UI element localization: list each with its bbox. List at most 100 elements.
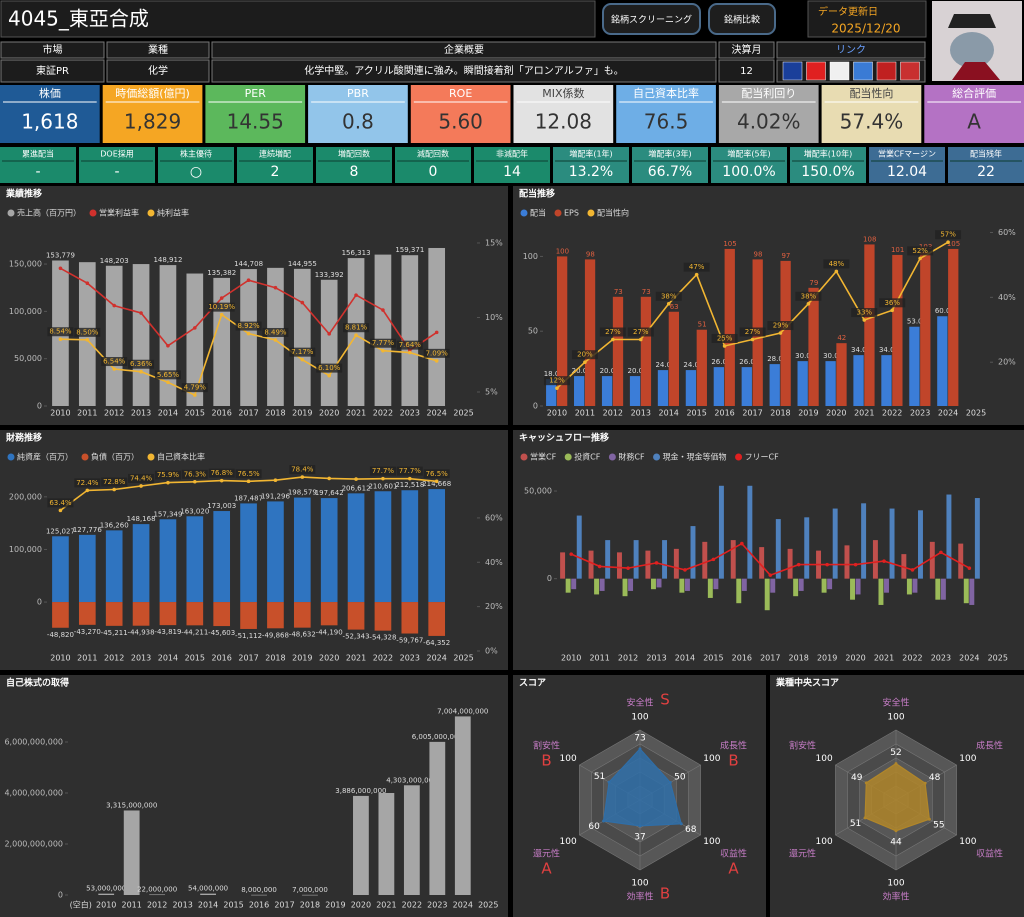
data-label: -48,820 [47, 631, 74, 639]
link-icon[interactable] [853, 61, 873, 81]
y-tick-label: 50,000 [524, 487, 552, 496]
data-label: 191,296 [261, 492, 290, 500]
line-point [166, 380, 170, 385]
line-point [85, 281, 90, 286]
data-label: 33% [857, 309, 873, 317]
bar [969, 578, 975, 605]
info-value-cell [106, 59, 210, 83]
bar [872, 540, 878, 579]
data-label: 5.65% [157, 371, 180, 379]
data-label: 74.4% [130, 474, 153, 482]
nav-button-label[interactable]: 銘柄スクリーニング [611, 14, 692, 26]
data-label: 198,579 [288, 489, 317, 497]
data-label-bg [208, 468, 235, 478]
line-point [939, 550, 943, 555]
y-tick-label: 4,000,000,000 [4, 789, 63, 798]
line-point [740, 541, 744, 546]
radar-axis-label: 安全性 [626, 697, 653, 709]
nav-button[interactable] [708, 3, 776, 35]
data-label: -43,270 [74, 628, 101, 636]
x-tick-label: 2020 [845, 654, 865, 663]
bar [571, 578, 577, 590]
line-point [139, 311, 143, 315]
radar-max-label: 100 [703, 837, 720, 847]
x-tick-label: 2012 [603, 409, 623, 418]
metric-tile [205, 85, 306, 143]
x-tick-label: 2024 [427, 409, 447, 418]
data-label: 7,000,000 [292, 886, 328, 894]
x-tick-label: 2017 [742, 409, 762, 418]
radar-max-label: 100 [560, 754, 577, 764]
bar [428, 602, 446, 636]
line-point [300, 475, 305, 479]
x-tick-label: 2013 [631, 409, 651, 418]
line-point [354, 477, 358, 481]
radar-value: 68 [685, 825, 697, 835]
bar [775, 519, 781, 579]
radar-value: 51 [850, 819, 861, 829]
line-point [327, 476, 331, 481]
x-tick-label: 2012 [104, 654, 124, 663]
legend-swatch [587, 209, 595, 217]
nav-button[interactable] [602, 3, 701, 35]
data-label: 108 [863, 235, 876, 243]
link-icon[interactable] [876, 61, 897, 81]
data-label-bg [47, 327, 74, 337]
bar [901, 554, 907, 579]
x-tick-label: 2025 [478, 901, 498, 910]
x-tick-label: 2019 [292, 654, 312, 663]
data-label: 28.0 [767, 355, 783, 363]
bar [793, 578, 799, 597]
line-point [825, 562, 829, 567]
x-tick-label: 2013 [172, 901, 192, 910]
bar [599, 578, 605, 591]
info-value-cell [718, 59, 775, 83]
line-point [611, 337, 615, 342]
line-point [918, 256, 922, 261]
stat-value: 14 [503, 164, 521, 180]
bar [378, 793, 395, 895]
link-icon[interactable] [782, 61, 803, 81]
data-label: 26.0 [711, 358, 727, 366]
link-icon[interactable] [829, 61, 850, 81]
bar [78, 534, 96, 603]
y-tick-label: 50,000 [14, 354, 42, 363]
line-point [139, 484, 143, 488]
data-label: 127,776 [73, 526, 102, 534]
metric-tile [308, 85, 408, 143]
data-label: 53,000,000 [86, 885, 126, 893]
stat-value: 12.04 [887, 164, 927, 180]
data-label: 159,371 [395, 246, 424, 254]
line-point [300, 300, 305, 305]
bar [929, 541, 935, 579]
bar [657, 370, 669, 406]
y-tick-label: 0 [37, 598, 42, 607]
data-label: 63.4% [49, 499, 72, 507]
data-label: 18.0 [544, 370, 560, 378]
legend-label: 純資産（百万） [17, 452, 73, 462]
link-icon[interactable] [900, 61, 920, 81]
stat-value: 13.2% [569, 164, 613, 180]
data-label: 136,260 [100, 521, 129, 529]
y-tick-label: 0 [58, 891, 63, 900]
line-point [58, 266, 63, 271]
x-tick-label: 2023 [931, 654, 951, 663]
radar-max-label: 100 [887, 879, 904, 889]
metric-value: 57.4% [840, 110, 904, 134]
stat-tile [158, 147, 234, 183]
data-label: 7.09% [426, 349, 449, 357]
bar [940, 578, 946, 600]
x-tick-label: 2021 [874, 654, 894, 663]
data-label: 76.5% [426, 470, 449, 478]
y2-tick-label: 5% [485, 387, 498, 396]
stat-value: 22 [977, 164, 995, 180]
bar [293, 268, 311, 406]
avatar-hat [948, 14, 996, 28]
metric-label: PBR [347, 87, 369, 100]
nav-button-label[interactable]: 銘柄比較 [724, 14, 760, 26]
line-point [555, 386, 559, 390]
line-point [890, 308, 895, 313]
link-icon[interactable] [806, 61, 826, 81]
bar [770, 578, 776, 593]
data-label-bg [369, 338, 396, 348]
